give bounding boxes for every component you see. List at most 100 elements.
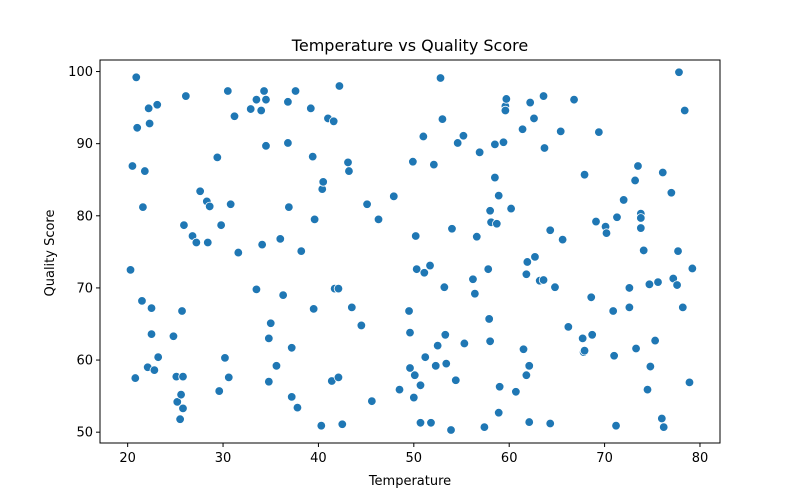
data-point [687, 263, 698, 274]
data-point [410, 370, 420, 380]
data-point [131, 72, 141, 83]
data-point [524, 417, 534, 427]
data-point [653, 277, 663, 287]
data-point [494, 408, 504, 418]
data-point [256, 105, 266, 116]
data-point [608, 306, 618, 316]
data-point [337, 419, 347, 429]
data-point [195, 186, 205, 196]
data-point [333, 283, 344, 294]
data-point [431, 361, 441, 371]
data-point [405, 327, 415, 338]
data-point [261, 94, 271, 105]
data-point [179, 220, 189, 230]
data-point [264, 376, 274, 387]
data-point [356, 320, 367, 331]
data-point [181, 91, 191, 101]
data-point [278, 290, 288, 300]
data-point [437, 114, 448, 124]
data-point [609, 351, 619, 361]
data-point [645, 361, 656, 372]
data-point [251, 284, 262, 295]
data-point [137, 296, 147, 306]
data-point [680, 105, 690, 116]
data-point [556, 126, 566, 137]
data-point [435, 73, 446, 83]
data-point [308, 151, 318, 162]
y-tick-label: 50 [76, 426, 93, 441]
data-point [579, 345, 590, 356]
data-point [678, 302, 688, 313]
data-point [633, 161, 643, 171]
data-point [275, 234, 285, 244]
data-point [459, 338, 470, 349]
data-point [522, 257, 533, 267]
data-point [485, 336, 495, 347]
data-point [524, 361, 534, 371]
data-point [204, 201, 215, 212]
data-point [168, 331, 179, 341]
data-point [411, 264, 422, 274]
data-point [618, 195, 629, 205]
data-point [530, 252, 540, 262]
data-point [451, 375, 461, 385]
data-point [420, 352, 430, 362]
data-point [440, 330, 450, 340]
data-point [216, 220, 226, 230]
y-tick-label: 80 [76, 209, 93, 224]
data-point [178, 371, 188, 382]
data-point [132, 123, 142, 133]
data-point [344, 166, 354, 176]
data-point [636, 223, 646, 233]
data-point [494, 382, 505, 392]
data-point [266, 318, 276, 328]
data-point [149, 365, 160, 375]
data-point [569, 94, 579, 105]
data-point [144, 118, 155, 129]
data-point [367, 396, 377, 406]
data-point [220, 353, 230, 363]
x-tick-label: 60 [501, 451, 518, 466]
data-point [674, 67, 684, 77]
x-axis-label: Temperature [368, 474, 451, 489]
y-tick-label: 60 [76, 354, 93, 369]
data-point [309, 214, 320, 225]
data-point [539, 143, 550, 153]
data-point [638, 245, 649, 256]
data-point [308, 304, 319, 314]
data-point [517, 124, 528, 134]
data-point [591, 216, 601, 227]
y-tick-label: 100 [68, 65, 93, 80]
data-point [563, 322, 574, 332]
data-point [261, 141, 271, 151]
y-tick-label: 90 [76, 137, 93, 152]
data-point [490, 172, 500, 183]
data-point [587, 330, 597, 340]
data-point [257, 239, 267, 250]
x-tick-label: 70 [596, 451, 613, 466]
data-point [498, 137, 509, 147]
data-point [404, 306, 414, 316]
data-point [446, 425, 456, 435]
data-point [666, 188, 677, 198]
chart-title: Temperature vs Quality Score [291, 36, 528, 55]
data-point [130, 373, 140, 383]
data-point [347, 302, 357, 313]
data-point [362, 199, 372, 209]
data-point [439, 282, 450, 292]
data-point [529, 113, 539, 124]
data-point [425, 260, 435, 271]
data-point [673, 246, 683, 256]
data-point [146, 303, 157, 313]
data-point [415, 418, 426, 428]
data-point [657, 413, 667, 424]
data-point [472, 232, 482, 242]
data-point [225, 199, 236, 209]
data-point [175, 414, 185, 424]
x-tick-label: 30 [215, 451, 232, 466]
plot-area: 20 30 40 50 60 70 80 50 60 70 80 90 100 [68, 59, 721, 466]
data-point [334, 81, 345, 91]
data-point [259, 86, 269, 96]
data-point [483, 264, 493, 274]
